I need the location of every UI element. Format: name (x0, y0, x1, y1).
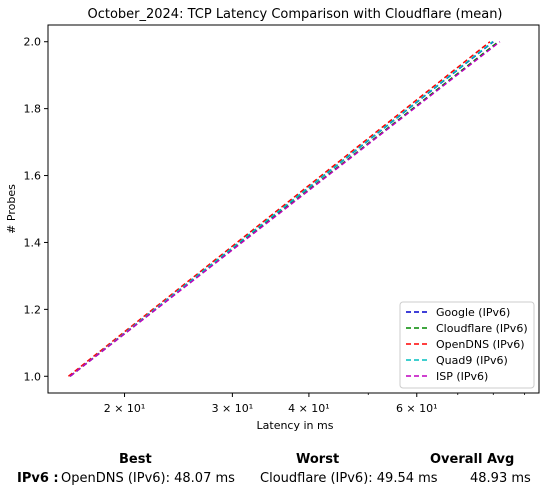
x-tick-label: 3 × 10¹ (212, 402, 254, 415)
chart-title: October_2024: TCP Latency Comparison wit… (87, 7, 502, 22)
series-layer (68, 41, 501, 377)
axes-layer: 2 × 10¹ 3 × 10¹ 4 × 10¹ 6 × 10¹ 1.0 1.2 1.4 1.6… (24, 36, 526, 415)
x-tick-label: 6 × 10¹ (396, 402, 438, 415)
y-axis-label: # Probes (5, 184, 18, 234)
y-tick-label: 1.2 (24, 303, 42, 316)
legend-label: Cloudflare (IPv6) (436, 322, 528, 335)
y-tick-label: 2.0 (24, 36, 42, 49)
x-tick-label: 4 × 10¹ (288, 402, 330, 415)
x-tick-label: 2 × 10¹ (104, 402, 146, 415)
legend-label: ISP (IPv6) (436, 370, 488, 383)
y-tick-label: 1.0 (24, 370, 42, 383)
y-tick-label: 1.8 (24, 103, 42, 116)
legend: Google (IPv6) Cloudflare (IPv6) OpenDNS (I… (399, 301, 535, 389)
plot-frame (47, 24, 540, 394)
legend-box (399, 301, 535, 389)
x-axis-label: Latency in ms (257, 419, 334, 432)
legend-label: Google (IPv6) (436, 306, 510, 319)
y-tick-label: 1.6 (24, 170, 42, 183)
series-line (68, 41, 491, 377)
y-tick-label: 1.4 (24, 236, 42, 249)
series-line (69, 41, 501, 377)
legend-label: OpenDNS (IPv6) (436, 338, 525, 351)
legend-label: Quad9 (IPv6) (436, 354, 508, 367)
